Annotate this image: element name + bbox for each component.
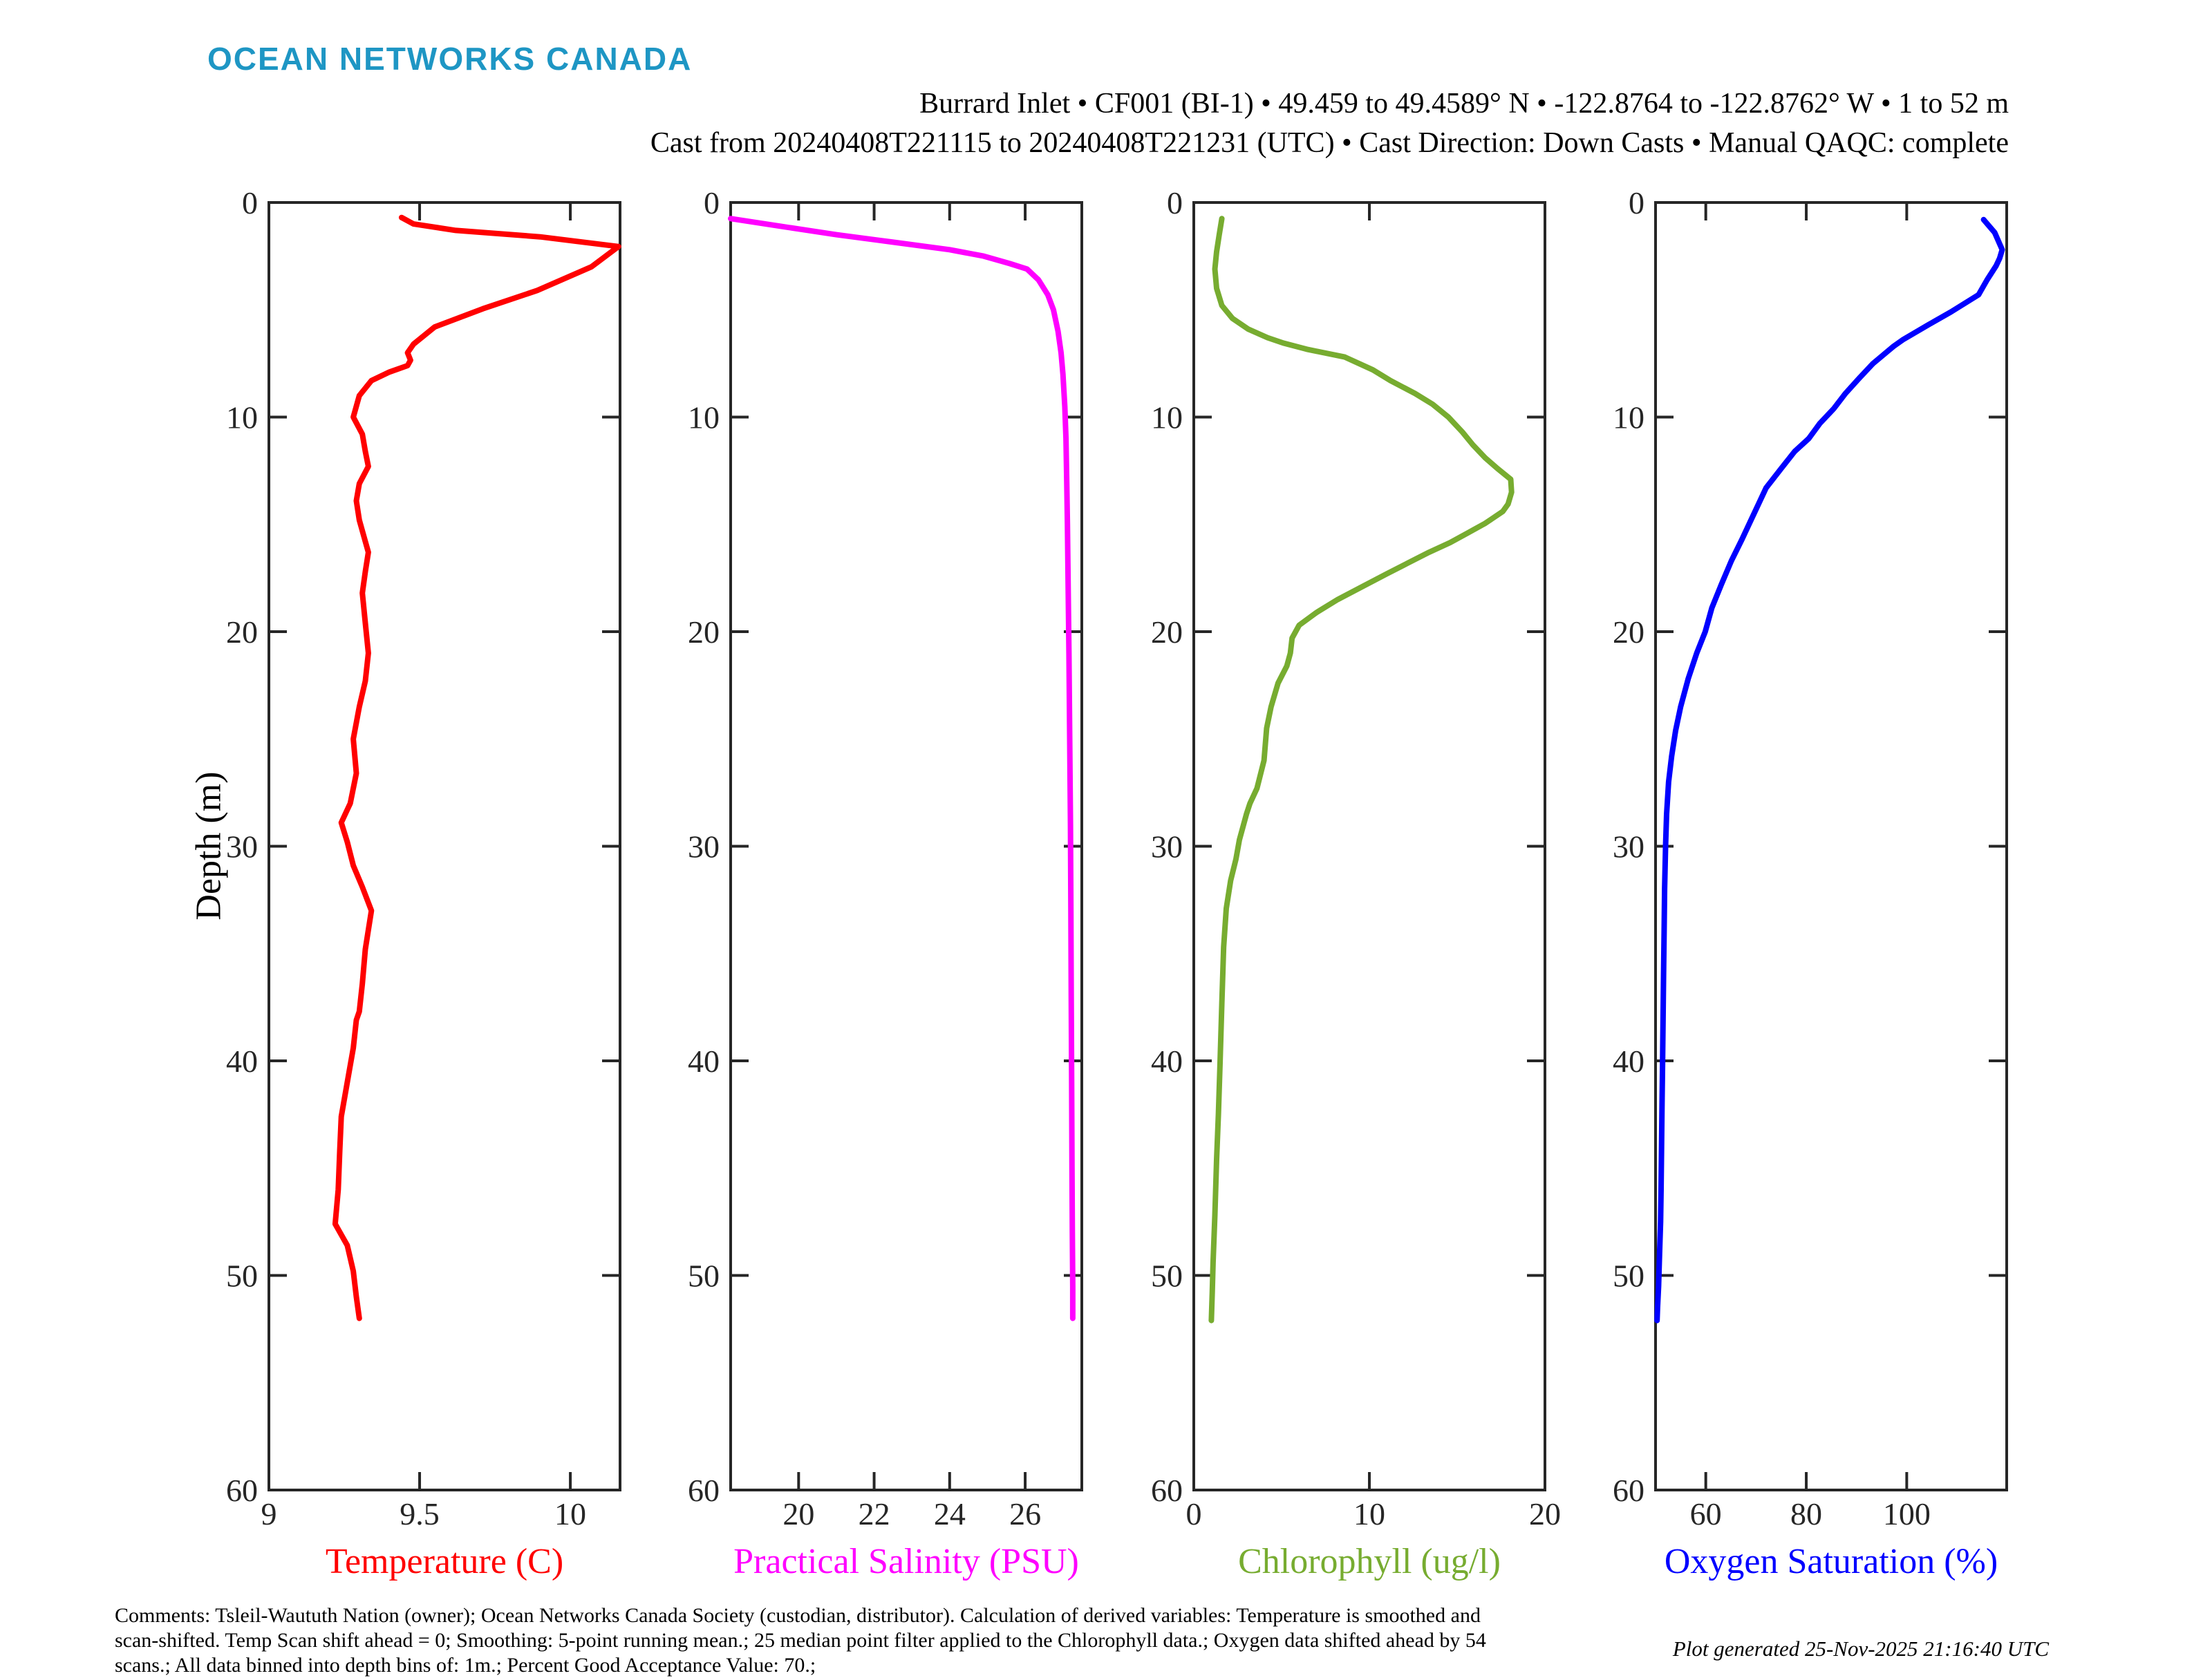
profile-curve-chlorophyll <box>1208 216 1515 1323</box>
x-tick-label-oxygen: 80 <box>1790 1496 1822 1531</box>
axes-box-salinity <box>729 201 1083 1491</box>
profile-plot-chlorophyll: 0 10 20 0 10 20 30 40 50 60 Chlorophyll (ug/l) <box>1151 185 1561 1581</box>
y-tick-label-salinity: 0 <box>704 185 720 220</box>
comments-block: Comments: Tsleil-Waututh Nation (owner);… <box>115 1603 1486 1678</box>
y-tick-label-temperature: 0 <box>242 185 258 220</box>
axes-box-oxygen <box>1654 201 2008 1491</box>
profile-curve-temperature <box>332 214 621 1321</box>
onc-logo: OCEAN NETWORKS CANADA <box>207 41 693 77</box>
x-axis-label-salinity: Practical Salinity (PSU) <box>733 1542 1079 1581</box>
y-tick-label-oxygen: 20 <box>1613 614 1644 650</box>
y-tick-label-salinity: 10 <box>688 400 720 435</box>
y-tick-label-oxygen: 30 <box>1613 829 1644 865</box>
x-tick-label-chlorophyll: 20 <box>1529 1496 1561 1531</box>
y-tick-label-salinity: 40 <box>688 1044 720 1079</box>
y-tick-label-salinity: 20 <box>688 614 720 650</box>
x-tick-label-temperature: 9.5 <box>400 1496 440 1531</box>
y-tick-label-chlorophyll: 50 <box>1151 1258 1183 1294</box>
plot-title-line1: Burrard Inlet • CF001 (BI-1) • 49.459 to… <box>919 88 2009 120</box>
y-tick-label-salinity: 30 <box>688 829 720 865</box>
x-tick-label-chlorophyll: 0 <box>1186 1496 1202 1531</box>
x-tick-label-temperature: 10 <box>554 1496 586 1531</box>
comments-line2: scan-shifted. Temp Scan shift ahead = 0;… <box>115 1629 1486 1652</box>
x-tick-label-salinity: 24 <box>934 1496 966 1531</box>
comments-line3: scans.; All data binned into depth bins … <box>115 1654 816 1677</box>
profile-plot-temperature: 9 9.5 10 0 10 20 30 40 50 60 Temperature (C) <box>226 185 621 1581</box>
y-tick-label-chlorophyll: 10 <box>1151 400 1183 435</box>
profile-curve-oxygen <box>1654 216 2005 1323</box>
x-axis-label-chlorophyll: Chlorophyll (ug/l) <box>1238 1542 1501 1581</box>
x-axis-label-temperature: Temperature (C) <box>326 1542 563 1581</box>
y-tick-label-oxygen: 40 <box>1613 1044 1644 1079</box>
y-tick-label-oxygen: 10 <box>1613 400 1644 435</box>
y-tick-label-chlorophyll: 40 <box>1151 1044 1183 1079</box>
axes-box-chlorophyll <box>1192 201 1546 1491</box>
comments-line1: Comments: Tsleil-Waututh Nation (owner);… <box>115 1604 1481 1627</box>
y-tick-label-temperature: 60 <box>226 1473 258 1508</box>
profile-plot-salinity: 20 22 24 26 0 10 20 30 40 50 60 Practical Salinity … <box>688 185 1083 1581</box>
plot-title: Burrard Inlet • CF001 (BI-1) • 49.459 to… <box>650 84 2009 163</box>
y-tick-label-chlorophyll: 0 <box>1167 185 1183 220</box>
x-tick-label-temperature: 9 <box>261 1496 277 1531</box>
x-tick-label-salinity: 26 <box>1009 1496 1041 1531</box>
y-tick-label-chlorophyll: 60 <box>1151 1473 1183 1508</box>
y-tick-label-temperature: 50 <box>226 1258 258 1294</box>
y-tick-label-oxygen: 50 <box>1613 1258 1644 1294</box>
y-tick-label-temperature: 40 <box>226 1044 258 1079</box>
plot-title-line2: Cast from 20240408T221115 to 20240408T22… <box>650 127 2009 159</box>
y-tick-label-salinity: 50 <box>688 1258 720 1294</box>
profile-plot-oxygen: 60 80 100 0 10 20 30 40 50 60 Oxygen Saturation (%… <box>1613 185 2008 1581</box>
x-tick-label-oxygen: 60 <box>1690 1496 1722 1531</box>
x-tick-label-salinity: 20 <box>782 1496 814 1531</box>
y-tick-label-oxygen: 60 <box>1613 1473 1644 1508</box>
y-tick-label-temperature: 30 <box>226 829 258 865</box>
y-tick-label-temperature: 20 <box>226 614 258 650</box>
x-axis-label-oxygen: Oxygen Saturation (%) <box>1665 1542 1998 1581</box>
profile-curve-salinity <box>728 216 1076 1321</box>
x-tick-label-oxygen: 100 <box>1883 1496 1931 1531</box>
y-tick-label-oxygen: 0 <box>1629 185 1644 220</box>
x-tick-label-salinity: 22 <box>859 1496 890 1531</box>
axes-box-temperature <box>268 201 621 1491</box>
y-tick-label-chlorophyll: 20 <box>1151 614 1183 650</box>
y-tick-label-chlorophyll: 30 <box>1151 829 1183 865</box>
generated-timestamp: Plot generated 25-Nov-2025 21:16:40 UTC <box>1672 1637 2049 1661</box>
y-tick-label-salinity: 60 <box>688 1473 720 1508</box>
x-tick-label-chlorophyll: 10 <box>1353 1496 1385 1531</box>
y-tick-label-temperature: 10 <box>226 400 258 435</box>
